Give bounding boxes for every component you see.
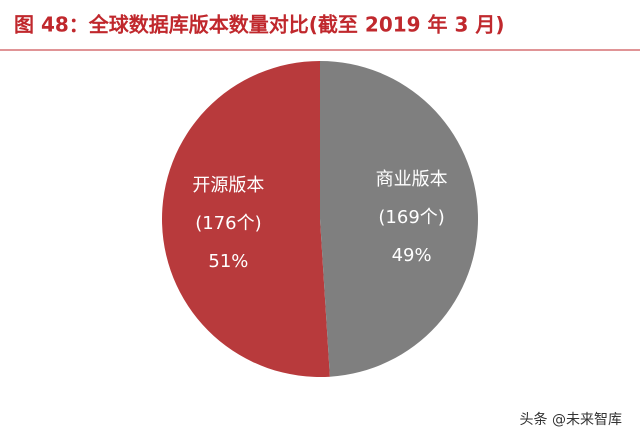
pie-slice [320, 61, 479, 377]
value-label: 51% [208, 251, 248, 272]
pie-slice [162, 61, 330, 377]
slice-label: 开源版本 [192, 175, 264, 196]
count-label: (169个) [378, 207, 444, 228]
watermark: 头条 @未来智库 [520, 411, 622, 428]
count-label: (176个) [195, 213, 261, 234]
chart-title: 图 48：全球数据库版本数量对比(截至 2019 年 3 月) [14, 13, 505, 37]
slice-label: 商业版本 [376, 169, 448, 190]
value-label: 49% [392, 245, 432, 266]
